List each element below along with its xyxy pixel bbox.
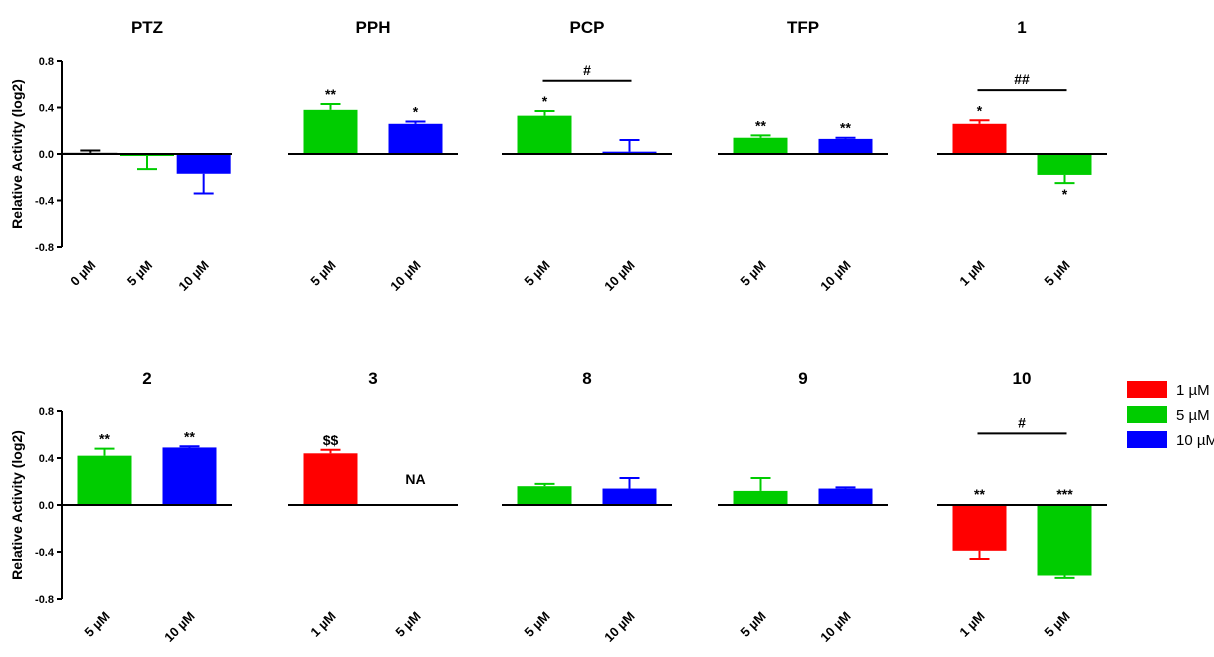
- bar: [1037, 505, 1092, 576]
- y-axis-label: Relative Activity (log2): [9, 430, 25, 580]
- chart-title: 2: [142, 369, 151, 388]
- chart-title: TFP: [787, 18, 819, 37]
- legend-swatch: [1127, 406, 1167, 423]
- significance-label: *: [542, 93, 548, 109]
- bar: [818, 488, 873, 505]
- bar: [733, 137, 788, 154]
- category-label: 5 µM: [124, 258, 155, 289]
- y-tick-label: -0.4: [35, 547, 55, 559]
- category-label: 5 µM: [307, 258, 338, 289]
- significance-label: **: [974, 486, 985, 502]
- y-tick-label: -0.8: [35, 594, 54, 606]
- category-label: 5 µM: [737, 609, 768, 640]
- category-label: 10 µM: [175, 258, 211, 294]
- significance-label: NA: [405, 471, 425, 487]
- y-tick-label: 0.0: [39, 149, 54, 161]
- bar: [952, 123, 1007, 154]
- legend-label: 10 µM: [1176, 432, 1214, 449]
- legend-swatch: [1127, 431, 1167, 448]
- bar: [303, 453, 358, 505]
- significance-label: $$: [323, 432, 339, 448]
- bar: [176, 154, 231, 174]
- category-label: 5 µM: [392, 609, 423, 640]
- significance-label: **: [99, 431, 110, 447]
- bracket-label: #: [1018, 414, 1026, 430]
- chart-title: PPH: [356, 18, 391, 37]
- bracket-label: #: [583, 62, 591, 78]
- category-label: 10 µM: [601, 258, 637, 294]
- category-label: 5 µM: [521, 609, 552, 640]
- bar: [303, 109, 358, 154]
- significance-label: **: [325, 86, 336, 102]
- category-label: 10 µM: [387, 258, 423, 294]
- bar: [517, 115, 572, 154]
- chart-title: PTZ: [131, 18, 163, 37]
- category-label: 1 µM: [956, 258, 987, 289]
- bar: [1037, 154, 1092, 175]
- category-label: 10 µM: [817, 258, 853, 294]
- bar: [602, 151, 657, 154]
- bracket-label: ##: [1014, 71, 1030, 87]
- category-label: 5 µM: [1041, 258, 1072, 289]
- y-tick-label: 0.4: [39, 453, 55, 465]
- category-label: 5 µM: [737, 258, 768, 289]
- y-tick-label: 0.8: [39, 406, 54, 418]
- category-label: 1 µM: [956, 609, 987, 640]
- category-label: 0 µM: [67, 258, 98, 289]
- chart-title: 8: [582, 369, 591, 388]
- significance-label: ***: [1056, 486, 1073, 502]
- bar: [77, 455, 132, 505]
- chart-title: 10: [1013, 369, 1032, 388]
- bar: [517, 486, 572, 505]
- category-label: 10 µM: [161, 609, 197, 645]
- bar: [952, 505, 1007, 551]
- y-tick-label: -0.8: [35, 242, 54, 254]
- y-tick-label: 0.8: [39, 56, 54, 68]
- significance-label: *: [413, 103, 419, 119]
- y-tick-label: 0.4: [39, 103, 55, 115]
- bar: [818, 138, 873, 154]
- legend-label: 1 µM: [1176, 382, 1210, 399]
- y-axis-label: Relative Activity (log2): [9, 79, 25, 229]
- chart-title: 3: [368, 369, 377, 388]
- y-tick-label: -0.4: [35, 196, 55, 208]
- legend-swatch: [1127, 381, 1167, 398]
- bar: [162, 447, 217, 505]
- y-tick-label: 0.0: [39, 500, 54, 512]
- category-label: 10 µM: [817, 609, 853, 645]
- chart-title: 9: [798, 369, 807, 388]
- category-label: 1 µM: [307, 609, 338, 640]
- significance-label: *: [1062, 186, 1068, 202]
- legend-label: 5 µM: [1176, 407, 1210, 424]
- bar: [388, 123, 443, 154]
- bar: [733, 490, 788, 505]
- significance-label: *: [977, 102, 983, 118]
- category-label: 5 µM: [521, 258, 552, 289]
- significance-label: **: [184, 428, 195, 444]
- chart-title: 1: [1017, 18, 1026, 37]
- category-label: 5 µM: [81, 609, 112, 640]
- significance-label: **: [755, 117, 766, 133]
- category-label: 10 µM: [601, 609, 637, 645]
- category-label: 5 µM: [1041, 609, 1072, 640]
- significance-label: **: [840, 120, 851, 136]
- bar: [602, 488, 657, 505]
- chart-title: PCP: [570, 18, 605, 37]
